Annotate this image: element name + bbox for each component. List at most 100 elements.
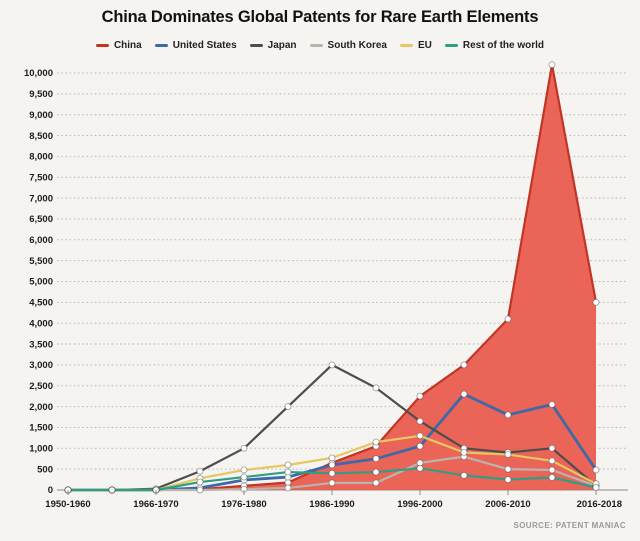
y-tick-label: 5,500 bbox=[29, 256, 53, 267]
y-tick-label: 4,500 bbox=[29, 298, 53, 309]
marker-united-states bbox=[592, 466, 600, 474]
x-tick-label: 1976-1980 bbox=[221, 499, 266, 510]
y-tick-label: 0 bbox=[48, 485, 53, 496]
marker-south-korea bbox=[504, 465, 512, 473]
marker-eu bbox=[460, 449, 468, 456]
legend-label: Japan bbox=[267, 40, 297, 51]
legend-item-eu: EU bbox=[400, 40, 432, 51]
legend-item-japan: Japan bbox=[249, 40, 297, 51]
y-tick-label: 500 bbox=[37, 464, 53, 475]
y-tick-label: 6,500 bbox=[29, 214, 53, 225]
marker-japan bbox=[284, 403, 292, 411]
legend-label: EU bbox=[418, 40, 432, 51]
marker-united-states bbox=[416, 442, 424, 450]
marker-china bbox=[460, 361, 468, 369]
marker-eu bbox=[548, 457, 556, 465]
legend-swatch-icon bbox=[400, 44, 413, 47]
x-tick-label: 1986-1990 bbox=[309, 499, 354, 510]
y-tick-label: 1,000 bbox=[29, 444, 53, 455]
marker-rest-of-the-world bbox=[196, 478, 204, 486]
legend-swatch-icon bbox=[95, 44, 109, 47]
source-credit: SOURCE: PATENT MANIAC bbox=[513, 521, 626, 530]
y-tick-label: 9,000 bbox=[29, 110, 53, 121]
marker-japan bbox=[196, 467, 204, 475]
marker-japan bbox=[372, 384, 380, 392]
legend-item-south-korea: South Korea bbox=[309, 40, 387, 51]
y-tick-label: 8,000 bbox=[29, 152, 53, 163]
x-tick-label: 1996-2000 bbox=[397, 499, 442, 510]
marker-south-korea bbox=[372, 479, 380, 487]
legend-item-united-states: United States bbox=[154, 40, 237, 51]
marker-japan bbox=[548, 444, 556, 452]
legend-label: China bbox=[113, 40, 142, 51]
marker-china bbox=[416, 392, 424, 400]
marker-rest-of-the-world bbox=[592, 484, 600, 491]
marker-united-states bbox=[504, 411, 512, 419]
marker-eu bbox=[328, 454, 336, 462]
marker-south-korea bbox=[548, 466, 556, 474]
x-axis: 1950-1960 1966-1970 1976-1980 1986-1990 1996… bbox=[45, 490, 622, 510]
y-tick-label: 6,000 bbox=[29, 235, 53, 246]
legend-swatch-icon bbox=[154, 44, 168, 47]
marker-rest-of-the-world bbox=[460, 471, 468, 479]
marker-rest-of-the-world bbox=[328, 469, 336, 477]
legend-item-rest-of-the-world: Rest of the world bbox=[444, 40, 545, 51]
marker-rest-of-the-world bbox=[372, 468, 380, 476]
legend-swatch-icon bbox=[309, 44, 323, 47]
chart-plot-area: 0 500 1,000 1,500 2,000 2,500 3,000 3,500 4,000 4… bbox=[24, 61, 628, 510]
chart-title: China Dominates Global Patents for Rare … bbox=[101, 8, 539, 26]
marker-rest-of-the-world bbox=[548, 474, 556, 481]
marker-eu bbox=[240, 466, 248, 474]
marker-eu bbox=[504, 451, 512, 459]
legend-swatch-icon bbox=[444, 44, 458, 47]
y-tick-label: 2,000 bbox=[29, 402, 53, 413]
marker-rest-of-the-world bbox=[108, 486, 116, 494]
legend-label: South Korea bbox=[327, 40, 387, 51]
y-tick-label: 9,500 bbox=[29, 89, 53, 100]
data-series bbox=[66, 63, 598, 492]
y-tick-label: 5,000 bbox=[29, 277, 53, 288]
marker-china bbox=[548, 61, 556, 69]
y-tick-label: 1,500 bbox=[29, 423, 53, 434]
marker-united-states bbox=[328, 461, 336, 469]
marker-japan bbox=[416, 417, 424, 425]
legend-item-china: China bbox=[95, 40, 142, 51]
y-tick-label: 7,000 bbox=[29, 193, 53, 204]
y-tick-label: 10,000 bbox=[24, 68, 53, 79]
y-tick-label: 7,500 bbox=[29, 172, 53, 183]
x-tick-label: 1966-1970 bbox=[133, 499, 178, 510]
marker-united-states bbox=[460, 390, 468, 398]
marker-south-korea bbox=[328, 479, 336, 487]
data-point-markers bbox=[64, 61, 600, 494]
legend-label: United States bbox=[172, 40, 237, 51]
y-tick-label: 2,500 bbox=[29, 381, 53, 392]
marker-eu bbox=[416, 432, 424, 440]
x-tick-label: 2016-2018 bbox=[577, 499, 622, 510]
area-china bbox=[68, 64, 596, 490]
legend-label: Rest of the world bbox=[462, 40, 545, 51]
y-axis-labels: 0 500 1,000 1,500 2,000 2,500 3,000 3,500 4,000 4… bbox=[24, 68, 53, 496]
marker-eu bbox=[372, 438, 380, 446]
marker-rest-of-the-world bbox=[284, 468, 292, 476]
marker-japan bbox=[240, 444, 248, 452]
y-tick-label: 4,000 bbox=[29, 318, 53, 329]
marker-south-korea bbox=[196, 486, 204, 494]
marker-rest-of-the-world bbox=[504, 476, 512, 484]
marker-south-korea bbox=[284, 484, 292, 492]
x-tick-label: 2006-2010 bbox=[485, 499, 530, 510]
marker-eu bbox=[284, 461, 292, 469]
marker-united-states bbox=[548, 401, 556, 408]
marker-china bbox=[504, 315, 512, 323]
x-tick-label: 1950-1960 bbox=[45, 499, 90, 510]
marker-united-states bbox=[372, 455, 380, 463]
marker-china bbox=[592, 298, 600, 306]
y-tick-label: 3,000 bbox=[29, 360, 53, 371]
marker-rest-of-the-world bbox=[416, 464, 424, 472]
marker-rest-of-the-world bbox=[240, 473, 248, 481]
y-tick-label: 8,500 bbox=[29, 131, 53, 142]
legend-swatch-icon bbox=[249, 44, 263, 47]
y-tick-label: 3,500 bbox=[29, 339, 53, 350]
marker-japan bbox=[328, 361, 336, 369]
chart-legend: China United States Japan South Korea EU Rest… bbox=[0, 40, 640, 51]
